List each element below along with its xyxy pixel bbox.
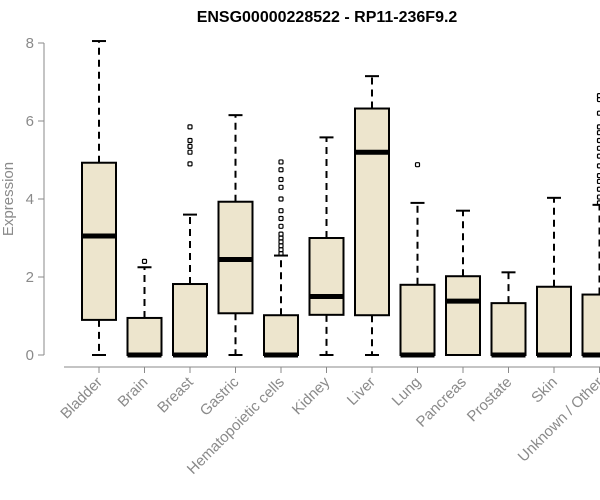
outlier-point bbox=[141, 258, 148, 264]
box-group bbox=[354, 75, 390, 356]
x-tick-label: Kidney bbox=[289, 373, 334, 418]
iqr-box bbox=[354, 107, 390, 317]
outlier-point bbox=[187, 149, 193, 155]
y-tick-label: 4 bbox=[26, 191, 34, 208]
box-group bbox=[490, 271, 527, 358]
box-group bbox=[445, 209, 481, 356]
boxes-layer bbox=[81, 40, 600, 358]
outlier-point bbox=[278, 208, 284, 214]
y-tick-label: 6 bbox=[26, 113, 34, 130]
outlier-point bbox=[278, 223, 284, 229]
x-tick-label: Prostate bbox=[464, 374, 516, 426]
iqr-box bbox=[445, 275, 481, 356]
iqr-box bbox=[581, 293, 600, 356]
y-tick-label: 0 bbox=[26, 347, 34, 364]
x-tick-label: Brain bbox=[115, 374, 152, 411]
box-group bbox=[536, 196, 572, 358]
iqr-box bbox=[126, 316, 163, 357]
outlier-point bbox=[187, 143, 193, 149]
iqr-box bbox=[399, 283, 436, 356]
outlier-point bbox=[187, 137, 193, 144]
iqr-box bbox=[81, 161, 117, 321]
outlier-point bbox=[278, 196, 284, 202]
box-group bbox=[263, 159, 299, 358]
x-tick-label: Pancreas bbox=[413, 374, 470, 431]
outlier-point bbox=[187, 161, 193, 167]
y-axis-label: Expression bbox=[0, 162, 17, 236]
y-axis: 0 2 4 6 8 bbox=[26, 35, 45, 364]
x-tick-label: Breast bbox=[154, 373, 197, 416]
iqr-box bbox=[263, 314, 299, 356]
x-tick-label: Lung bbox=[389, 374, 425, 410]
outlier-point bbox=[278, 215, 284, 222]
y-tick-label: 8 bbox=[26, 35, 34, 52]
x-tick-label: Bladder bbox=[57, 374, 106, 423]
box-group bbox=[217, 114, 254, 356]
iqr-box bbox=[172, 283, 208, 356]
outlier-point bbox=[187, 124, 193, 130]
iqr-box bbox=[536, 285, 572, 356]
box-group bbox=[308, 136, 345, 356]
iqr-box bbox=[308, 237, 345, 316]
box-group bbox=[126, 258, 163, 358]
box-group bbox=[399, 162, 436, 358]
chart-title: ENSG00000228522 - RP11-236F9.2 bbox=[197, 9, 458, 26]
box-group bbox=[81, 40, 117, 356]
outlier-point bbox=[414, 162, 421, 168]
x-tick-label: Skin bbox=[528, 374, 561, 407]
outlier-point bbox=[278, 159, 284, 165]
box-group bbox=[172, 124, 208, 358]
outlier-point bbox=[278, 167, 284, 173]
outlier-point bbox=[278, 176, 284, 183]
y-tick-label: 2 bbox=[26, 269, 34, 286]
iqr-box bbox=[490, 302, 527, 357]
outlier-point bbox=[278, 184, 284, 190]
box-group bbox=[581, 93, 600, 358]
x-tick-label: Liver bbox=[344, 374, 379, 409]
outlier-point bbox=[278, 231, 284, 237]
